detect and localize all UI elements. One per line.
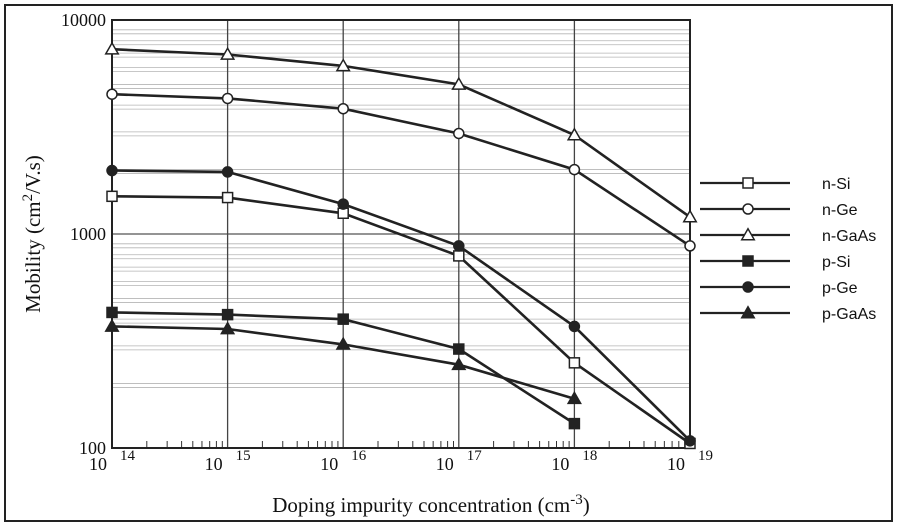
y-tick-label: 10000 [61, 10, 106, 30]
square-marker [221, 308, 234, 321]
square-marker [568, 357, 581, 369]
square-marker [453, 250, 465, 262]
y-tick-label: 100 [79, 438, 106, 458]
series-line [111, 195, 691, 445]
triangle-marker [740, 227, 756, 241]
circle-marker [337, 198, 349, 210]
y-axis-title: Mobility (cm2/V.s) [20, 155, 45, 313]
series-p-GaAs [104, 318, 582, 405]
circle-marker [568, 320, 581, 333]
series-line [111, 47, 691, 219]
circle-marker [221, 92, 234, 105]
circle-marker [742, 203, 754, 215]
circle-marker [684, 240, 696, 252]
legend-item: p-Ge [700, 280, 858, 297]
legend-item: n-Si [700, 176, 850, 193]
x-tick-label: 10 [436, 454, 454, 474]
x-tick-label: 10 [667, 454, 685, 474]
circle-marker [684, 435, 696, 447]
y-tick-label: 1000 [70, 224, 106, 244]
series-line [111, 92, 691, 247]
legend-label: n-GaAs [822, 228, 876, 245]
x-tick-exponent: 14 [120, 448, 136, 464]
triangle-marker [335, 58, 351, 72]
legend-label: n-Ge [822, 202, 858, 219]
square-marker [106, 306, 118, 319]
x-tick-exponent: 18 [582, 448, 597, 464]
circle-marker [453, 127, 465, 140]
square-marker [742, 177, 754, 189]
square-marker [221, 191, 234, 204]
legend-label: p-GaAs [822, 306, 876, 323]
triangle-marker [104, 41, 120, 55]
x-axis-title: Doping impurity concentration (cm-3) [272, 492, 590, 517]
legend-item: n-Ge [700, 202, 858, 219]
x-tick-exponent: 16 [351, 448, 367, 464]
triangle-marker [566, 390, 582, 405]
x-tick-label: 10 [551, 454, 569, 474]
circle-marker [221, 166, 234, 178]
legend: n-Si n-Ge n-GaAs p-Si p-Ge p-GaAs [700, 176, 876, 323]
square-marker [568, 417, 581, 430]
series-p-Si [106, 306, 581, 430]
triangle-marker [451, 76, 467, 90]
circle-marker [106, 88, 118, 100]
plot-area [111, 19, 691, 449]
legend-label: p-Si [822, 254, 850, 271]
series-n-Ge [106, 88, 696, 252]
triangle-marker [335, 336, 351, 350]
legend-label: p-Ge [822, 280, 858, 297]
series-n-Si [106, 190, 696, 450]
triangle-marker [740, 305, 756, 319]
x-tick-label: 10 [320, 454, 338, 474]
circle-marker [742, 281, 754, 293]
triangle-marker [682, 209, 698, 223]
square-marker [106, 190, 118, 203]
x-tick-label: 10 [205, 454, 223, 474]
square-marker [337, 313, 349, 325]
legend-item: p-Si [700, 254, 850, 271]
x-tick-exponent: 15 [236, 448, 251, 464]
series-n-GaAs [104, 41, 698, 223]
series-line [111, 169, 691, 442]
circle-marker [337, 102, 349, 115]
x-tick-exponent: 17 [467, 448, 483, 464]
square-marker [742, 255, 754, 267]
triangle-marker [104, 318, 120, 332]
legend-item: n-GaAs [700, 227, 876, 245]
triangle-marker [220, 46, 236, 60]
series-lines [104, 41, 698, 450]
circle-marker [453, 240, 465, 252]
x-tick-label: 10 [89, 454, 107, 474]
legend-label: n-Si [822, 176, 850, 193]
x-tick-exponent: 19 [698, 448, 713, 464]
triangle-marker [220, 321, 236, 335]
triangle-marker [451, 356, 467, 371]
legend-item: p-GaAs [700, 305, 876, 323]
circle-marker [568, 163, 581, 176]
square-marker [453, 343, 465, 355]
triangle-marker [566, 127, 582, 141]
circle-marker [106, 164, 118, 177]
series-p-Ge [106, 164, 696, 447]
